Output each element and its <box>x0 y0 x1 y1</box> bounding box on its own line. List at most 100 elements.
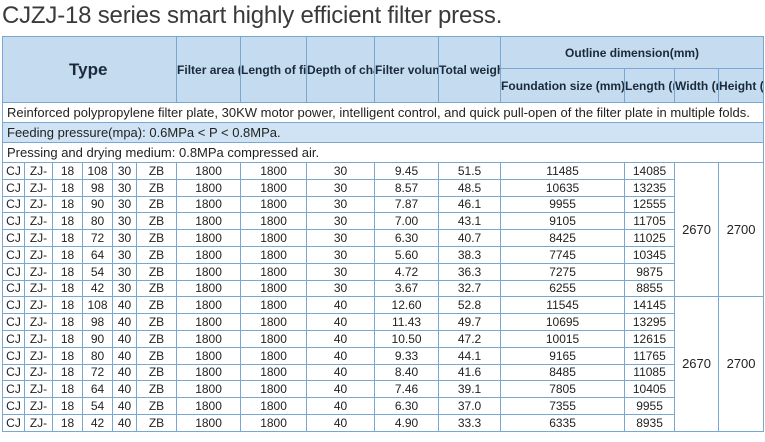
table-cell: 30 <box>112 229 137 247</box>
table-cell: 30 <box>306 162 376 180</box>
table-row: CJ ZJ- 18 80 30 ZB 1800 1800 30 7.00 43.1 9105 11705 <box>2 212 764 231</box>
table-cell: ZJ- <box>24 245 53 264</box>
table-cell: 40 <box>306 313 376 331</box>
header-volume: Filter volume (m³) <box>374 36 440 103</box>
table-cell: 1800 <box>240 229 308 247</box>
table-cell: 40 <box>306 329 376 348</box>
table-cell: 1800 <box>240 296 308 315</box>
table-cell: ZJ- <box>24 178 53 197</box>
table-cell: 1800 <box>240 380 308 399</box>
table-cell: 18 <box>52 397 83 415</box>
table-row: CJ ZJ- 18 90 40 ZB 1800 1800 40 10.50 47.2 10015 126… <box>2 329 764 348</box>
table-cell: CJ <box>2 346 25 365</box>
table-cell: CJ <box>2 162 25 180</box>
table-cell: 98 <box>82 313 113 331</box>
table-cell: 12555 <box>624 195 676 214</box>
table-cell: 18 <box>52 262 83 281</box>
table-cell: 40 <box>112 380 137 399</box>
table-cell: ZB <box>135 313 178 331</box>
header-foundation: Foundation size (mm) <box>500 68 626 103</box>
table-cell: 40 <box>112 346 137 365</box>
table-cell: 40 <box>112 413 137 432</box>
table-cell: ZB <box>135 363 178 382</box>
table-cell: 40.7 <box>438 229 502 247</box>
table-row: CJ ZJ- 18 42 40 ZB 1800 1800 40 4.90 33.3 6335 8935 <box>2 413 764 432</box>
table-cell: 11.43 <box>374 313 440 331</box>
table-cell: 13235 <box>624 178 676 197</box>
table-cell: ZJ- <box>24 162 53 180</box>
table-cell: 7745 <box>500 245 626 264</box>
table-cell: 64 <box>82 245 113 264</box>
table-cell: 10345 <box>624 245 676 264</box>
table-cell: ZJ- <box>24 279 53 298</box>
table-cell: 90 <box>82 329 113 348</box>
table-cell: ZJ- <box>24 229 53 247</box>
table-cell: ZJ- <box>24 363 53 382</box>
table-cell: ZB <box>135 212 178 231</box>
note-plate: Reinforced polypropylene filter plate, 3… <box>1 102 765 123</box>
table-row: CJ ZJ- 18 64 30 ZB 1800 1800 30 5.60 38.3 7745 10345 <box>2 245 764 264</box>
table-cell: 8.40 <box>374 363 440 382</box>
header-filter-area: Filter area (m²) <box>176 36 242 103</box>
table-cell: 37.0 <box>438 397 502 415</box>
table-cell: CJ <box>2 329 25 348</box>
header-filtration-surface: Length of filtration surface (mm) <box>240 36 308 103</box>
table-cell: 14145 <box>624 296 676 315</box>
table-cell: 1800 <box>240 397 308 415</box>
header-weight: Total weight (t) <box>438 36 502 103</box>
table-cell: ZB <box>135 279 178 298</box>
table-cell: 6255 <box>500 279 626 298</box>
table-cell: 1800 <box>176 380 242 399</box>
table-cell: ZJ- <box>24 329 53 348</box>
table-cell: 30 <box>306 212 376 231</box>
table-cell: CJ <box>2 212 25 231</box>
table-row: CJ ZJ- 18 108 30 ZB 1800 1800 30 9.45 51.5 11485 140… <box>2 161 765 298</box>
table-cell: CJ <box>2 229 25 247</box>
table-row: CJ ZJ- 18 72 40 ZB 1800 1800 40 8.40 41.6 8485 11085 <box>2 363 764 382</box>
table-cell: 13295 <box>624 313 676 331</box>
table-cell: ZJ- <box>24 397 53 415</box>
table-cell: 80 <box>82 346 113 365</box>
table-cell: 48.5 <box>438 178 502 197</box>
table-cell: 7.87 <box>374 195 440 214</box>
table-cell: 4.72 <box>374 262 440 281</box>
table-cell: ZB <box>135 162 178 180</box>
header-width: Width (mm) <box>674 68 720 103</box>
table-cell: 18 <box>52 329 83 348</box>
table-cell: ZJ- <box>24 195 53 214</box>
table-cell: 7805 <box>500 380 626 399</box>
table-cell: 42 <box>82 413 113 432</box>
table-cell: 1800 <box>176 363 242 382</box>
table-cell: CJ <box>2 413 25 432</box>
table-cell: ZB <box>135 296 178 315</box>
table-cell: 18 <box>52 229 83 247</box>
table-cell: 40 <box>306 413 376 432</box>
table-cell: 4.90 <box>374 413 440 432</box>
table-cell: 7.46 <box>374 380 440 399</box>
table-cell: 38.3 <box>438 245 502 264</box>
table-cell: 30 <box>306 262 376 281</box>
table-cell: 40 <box>112 397 137 415</box>
table-cell: 30 <box>112 178 137 197</box>
note-feeding-pressure: Feeding pressure(mpa): 0.6MPa < P < 0.8M… <box>1 122 765 143</box>
note-pressing-medium: Pressing and drying medium: 0.8MPa compr… <box>1 142 765 163</box>
table-cell: 9.45 <box>374 162 440 180</box>
table-cell: 5.60 <box>374 245 440 264</box>
table-cell: 52.8 <box>438 296 502 315</box>
table-cell: 72 <box>82 363 113 382</box>
table-cell: 30 <box>306 245 376 264</box>
table-cell: 18 <box>52 212 83 231</box>
table-cell: 3.67 <box>374 279 440 298</box>
table-cell: 1800 <box>240 162 308 180</box>
table-cell: 30 <box>306 195 376 214</box>
table-row: CJ ZJ- 18 98 30 ZB 1800 1800 30 8.57 48.5 10635 1323… <box>2 178 764 197</box>
table-cell: 1800 <box>240 313 308 331</box>
table-cell: 1800 <box>176 329 242 348</box>
table-cell: 40 <box>112 363 137 382</box>
table-cell: 41.6 <box>438 363 502 382</box>
table-cell: 12.60 <box>374 296 440 315</box>
table-cell: 1800 <box>176 262 242 281</box>
table-cell: 11705 <box>624 212 676 231</box>
table-cell: 90 <box>82 195 113 214</box>
table-cell: 8425 <box>500 229 626 247</box>
